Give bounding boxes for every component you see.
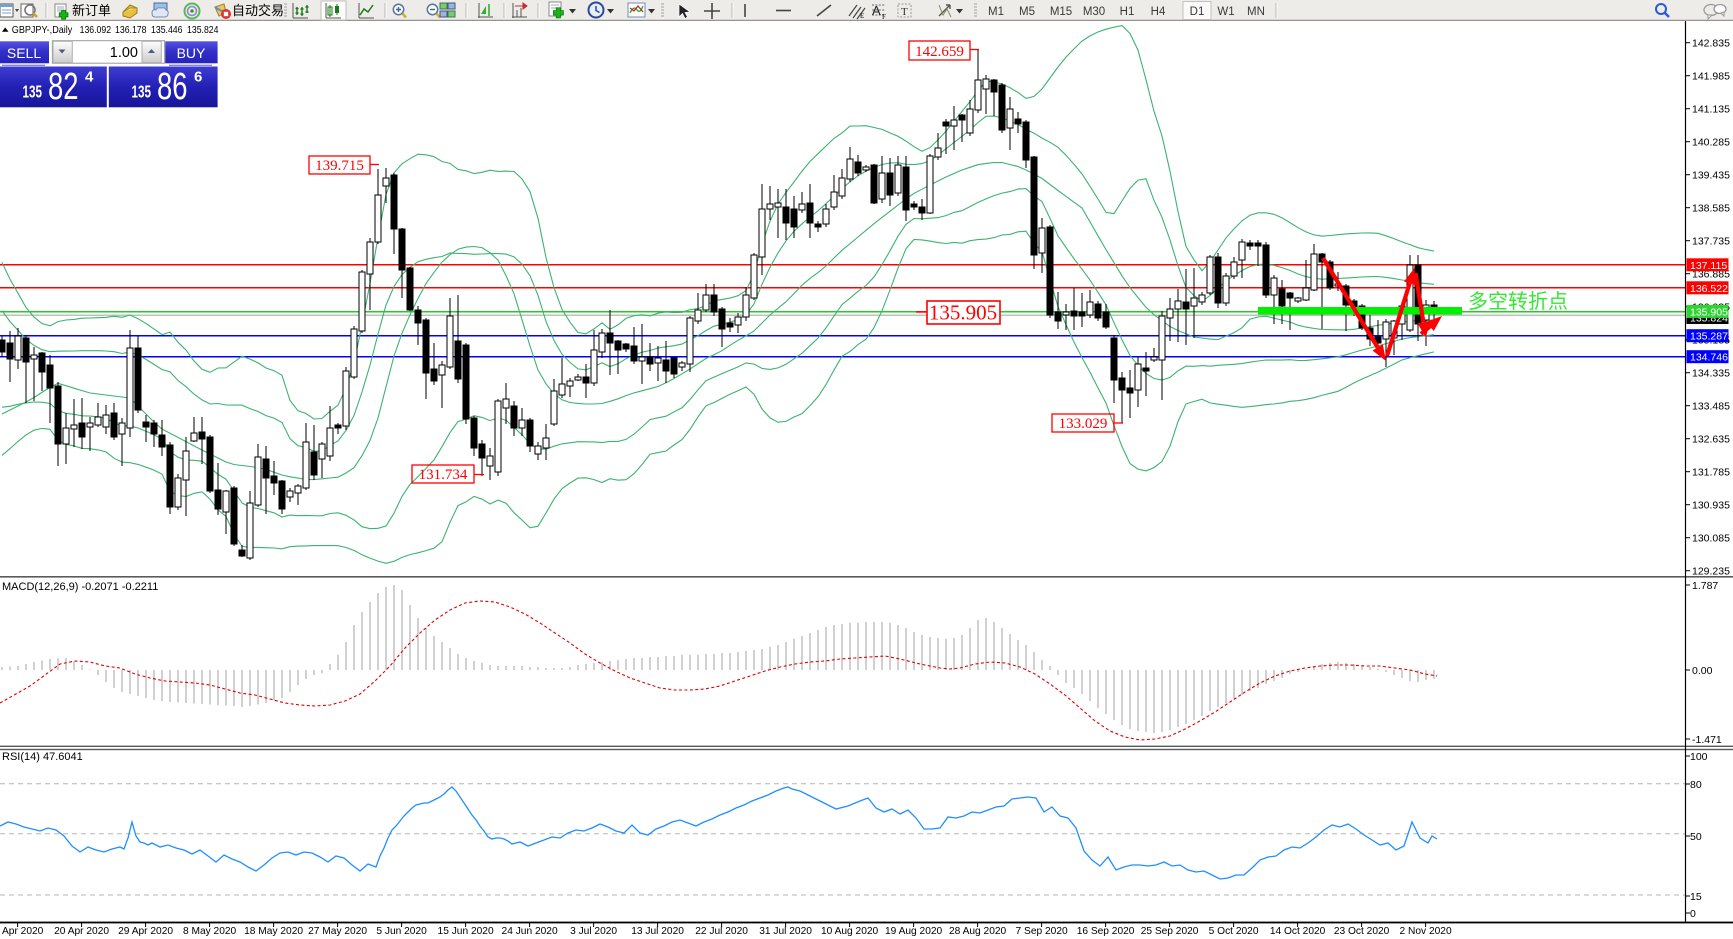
- svg-text:138.585: 138.585: [1692, 203, 1730, 215]
- svg-text:133.485: 133.485: [1692, 401, 1730, 413]
- svg-text:100: 100: [1690, 751, 1708, 763]
- svg-text:135: 135: [23, 82, 43, 102]
- svg-text:13 Jul 2020: 13 Jul 2020: [631, 926, 684, 937]
- svg-text:140.285: 140.285: [1692, 137, 1730, 149]
- svg-text:M5: M5: [1019, 6, 1035, 18]
- svg-text:W1: W1: [1217, 6, 1234, 18]
- svg-text:134.746: 134.746: [1690, 352, 1728, 364]
- svg-text:E: E: [860, 12, 864, 20]
- svg-text:3 Jul 2020: 3 Jul 2020: [570, 926, 617, 937]
- svg-text:15: 15: [1690, 891, 1702, 903]
- svg-text:131.785: 131.785: [1692, 467, 1730, 479]
- svg-text:20 Apr 2020: 20 Apr 2020: [54, 926, 109, 937]
- svg-text:136.178: 136.178: [115, 24, 147, 36]
- svg-text:BUY: BUY: [177, 45, 206, 61]
- svg-text:0: 0: [1690, 908, 1696, 920]
- svg-text:135: 135: [132, 82, 152, 102]
- svg-text:0.00: 0.00: [1692, 665, 1713, 677]
- svg-text:14 Oct 2020: 14 Oct 2020: [1270, 926, 1326, 937]
- svg-text:137.735: 137.735: [1692, 236, 1730, 248]
- svg-text:29 Apr 2020: 29 Apr 2020: [118, 926, 173, 937]
- svg-text:15 Jun 2020: 15 Jun 2020: [438, 926, 494, 937]
- svg-text:16 Sep 2020: 16 Sep 2020: [1077, 926, 1135, 937]
- svg-text:31 Jul 2020: 31 Jul 2020: [759, 926, 812, 937]
- svg-text:142.835: 142.835: [1692, 38, 1730, 50]
- svg-text:130.085: 130.085: [1692, 533, 1730, 545]
- svg-text:SELL: SELL: [7, 45, 41, 61]
- svg-text:4: 4: [85, 69, 94, 86]
- svg-text:139.435: 139.435: [1692, 170, 1730, 182]
- svg-text:27 May 2020: 27 May 2020: [308, 926, 367, 937]
- svg-text:Apr 2020: Apr 2020: [2, 926, 44, 937]
- svg-text:5 Jun 2020: 5 Jun 2020: [376, 926, 427, 937]
- svg-text:7 Sep 2020: 7 Sep 2020: [1016, 926, 1068, 937]
- svg-text:142.659: 142.659: [915, 44, 964, 60]
- svg-text:1.787: 1.787: [1692, 580, 1718, 592]
- svg-text:132.635: 132.635: [1692, 434, 1730, 446]
- svg-text:18 May 2020: 18 May 2020: [244, 926, 303, 937]
- svg-text:自动交易: 自动交易: [232, 3, 284, 18]
- svg-text:GBPJPY-,Daily: GBPJPY-,Daily: [12, 24, 73, 36]
- svg-text:25 Sep 2020: 25 Sep 2020: [1141, 926, 1199, 937]
- svg-text:135.446: 135.446: [151, 24, 183, 36]
- svg-text:1.00: 1.00: [110, 45, 138, 61]
- svg-text:86: 86: [157, 66, 188, 108]
- svg-text:80: 80: [1690, 779, 1702, 791]
- svg-text:135.905: 135.905: [929, 301, 997, 325]
- svg-text:RSI(14) 47.6041: RSI(14) 47.6041: [2, 751, 83, 763]
- svg-text:22 Jul 2020: 22 Jul 2020: [695, 926, 748, 937]
- svg-text:19 Aug 2020: 19 Aug 2020: [885, 926, 943, 937]
- svg-text:136.092: 136.092: [80, 24, 112, 36]
- svg-text:T: T: [901, 6, 908, 18]
- svg-text:129.235: 129.235: [1692, 566, 1730, 578]
- svg-text:50: 50: [1690, 831, 1702, 843]
- svg-text:M15: M15: [1050, 6, 1072, 18]
- svg-text:MACD(12,26,9) -0.2071 -0.2211: MACD(12,26,9) -0.2071 -0.2211: [2, 581, 158, 593]
- svg-text:23 Oct 2020: 23 Oct 2020: [1334, 926, 1390, 937]
- svg-text:5 Oct 2020: 5 Oct 2020: [1209, 926, 1259, 937]
- svg-text:136.522: 136.522: [1690, 283, 1728, 295]
- svg-text:A: A: [872, 3, 881, 18]
- svg-text:M1: M1: [988, 6, 1004, 18]
- svg-text:10 Aug 2020: 10 Aug 2020: [821, 926, 879, 937]
- svg-text:131.734: 131.734: [419, 467, 468, 483]
- svg-text:137.115: 137.115: [1690, 260, 1727, 272]
- svg-text:-1.471: -1.471: [1692, 734, 1722, 746]
- svg-text:6: 6: [194, 69, 202, 86]
- svg-text:135.905: 135.905: [1690, 306, 1728, 318]
- svg-text:135.287: 135.287: [1690, 331, 1728, 343]
- svg-text:82: 82: [48, 66, 79, 108]
- svg-text:H4: H4: [1151, 6, 1166, 18]
- svg-text:133.029: 133.029: [1059, 416, 1108, 432]
- svg-text:2 Nov 2020: 2 Nov 2020: [1400, 926, 1452, 937]
- svg-text:多空转折点: 多空转折点: [1468, 290, 1568, 313]
- svg-text:8 May 2020: 8 May 2020: [183, 926, 237, 937]
- svg-text:134.335: 134.335: [1692, 368, 1730, 380]
- svg-text:新订单: 新订单: [72, 3, 111, 18]
- svg-text:F: F: [882, 13, 886, 21]
- svg-text:141.135: 141.135: [1692, 104, 1730, 116]
- svg-text:D1: D1: [1190, 6, 1205, 18]
- svg-text:H1: H1: [1120, 6, 1135, 18]
- svg-text:28 Aug 2020: 28 Aug 2020: [949, 926, 1007, 937]
- svg-text:135.824: 135.824: [187, 24, 219, 36]
- svg-text:130.935: 130.935: [1692, 500, 1730, 512]
- svg-text:MN: MN: [1247, 6, 1265, 18]
- svg-text:136.885: 136.885: [1692, 269, 1730, 281]
- svg-text:24 Jun 2020: 24 Jun 2020: [502, 926, 558, 937]
- svg-text:139.715: 139.715: [315, 158, 364, 174]
- svg-text:M30: M30: [1083, 6, 1105, 18]
- svg-text:141.985: 141.985: [1692, 71, 1730, 83]
